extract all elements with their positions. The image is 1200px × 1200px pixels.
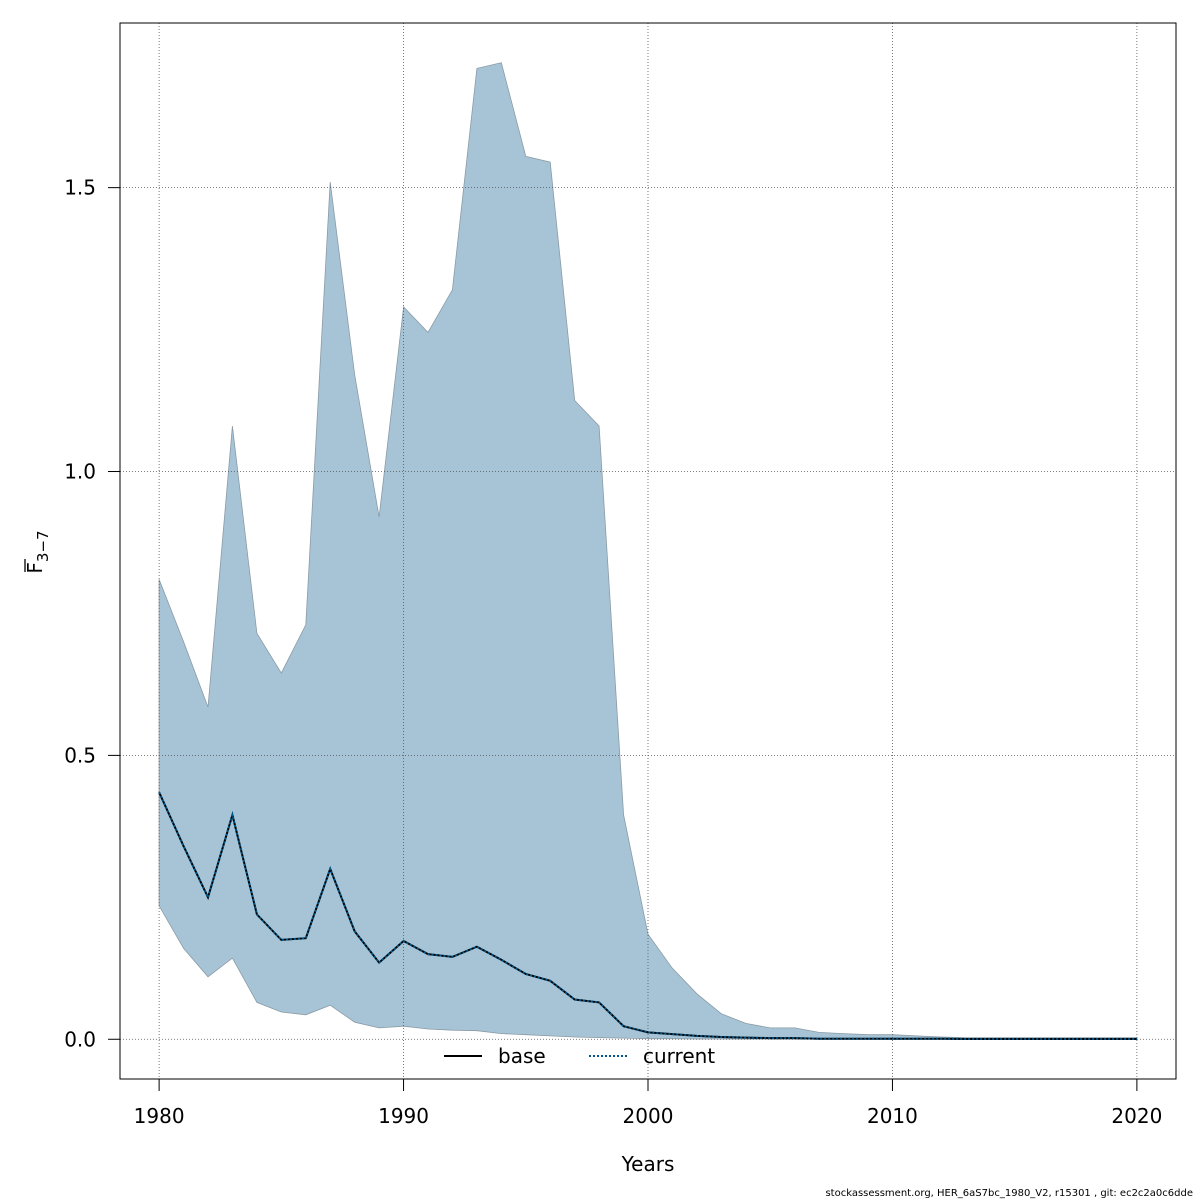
- footer-note: stockassessment.org, HER_6aS7bc_1980_V2,…: [825, 1188, 1193, 1199]
- x-tick-label: 1990: [378, 1104, 429, 1128]
- y-axis-title-main: F: [23, 562, 47, 574]
- series-line-current: [158, 791, 1137, 1040]
- x-tick-label: 2010: [867, 1104, 918, 1128]
- x-tick-label: 1980: [134, 1104, 185, 1128]
- svg-text:F3−7: F3−7: [23, 530, 52, 573]
- y-tick-label: 1.5: [64, 176, 96, 200]
- y-tick-label: 0.5: [64, 743, 96, 767]
- y-axis: 0.0 0.5 1.0 1.5: [64, 176, 121, 1051]
- y-axis-title: F3−7: [23, 530, 52, 573]
- x-tick-label: 2000: [623, 1104, 674, 1128]
- y-tick-label: 0.0: [64, 1027, 96, 1051]
- series-lines: [158, 791, 1137, 1040]
- x-axis: 1980 1990 2000 2010 2020: [134, 1078, 1162, 1128]
- x-axis-title: Years: [621, 1152, 675, 1176]
- legend-current-label: current: [643, 1044, 715, 1068]
- y-axis-title-subscript: 3−7: [34, 530, 52, 562]
- x-tick-label: 2020: [1111, 1104, 1162, 1128]
- legend-base-label: base: [498, 1044, 546, 1068]
- legend: base current: [444, 1044, 715, 1068]
- y-tick-label: 1.0: [64, 460, 96, 484]
